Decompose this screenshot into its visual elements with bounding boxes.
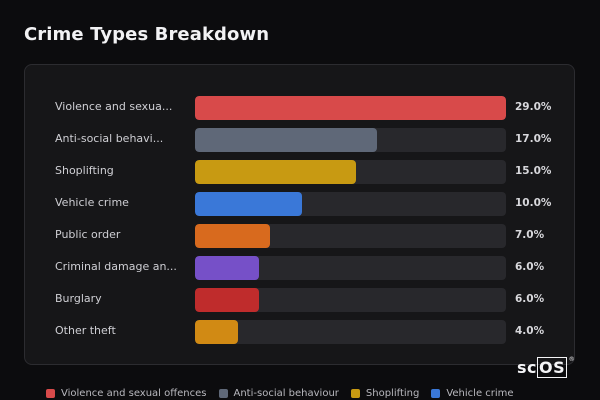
bar-track xyxy=(195,96,506,120)
chart-card: Violence and sexua... 29.0% Anti-social be… xyxy=(24,64,575,365)
bar xyxy=(195,192,302,216)
bar-track xyxy=(195,128,506,152)
value-label: 10.0% xyxy=(515,197,552,209)
chart-row: Violence and sexua... 29.0% xyxy=(25,96,576,120)
bar xyxy=(195,96,506,120)
value-label: 6.0% xyxy=(515,261,545,273)
registered-mark: ® xyxy=(568,356,576,363)
legend-label: Violence and sexual offences xyxy=(61,388,207,399)
category-label: Anti-social behavi... xyxy=(55,132,164,145)
value-label: 7.0% xyxy=(515,229,545,241)
legend-label: Anti-social behaviour xyxy=(233,388,339,399)
chart-row: Public order 7.0% xyxy=(25,224,576,248)
legend-label: Shoplifting xyxy=(365,388,420,399)
bar xyxy=(195,160,356,184)
chart-row: Anti-social behavi... 17.0% xyxy=(25,128,576,152)
legend-item: Anti-social behaviour xyxy=(218,388,339,399)
chart-row: Vehicle crime 10.0% xyxy=(25,192,576,216)
bar-track xyxy=(195,288,506,312)
legend-swatch xyxy=(46,389,55,398)
value-label: 15.0% xyxy=(515,165,552,177)
bar xyxy=(195,288,259,312)
legend-swatch xyxy=(218,389,228,398)
value-label: 4.0% xyxy=(515,325,545,337)
value-label: 17.0% xyxy=(515,133,552,145)
category-label: Vehicle crime xyxy=(55,196,129,209)
chart-row: Shoplifting 15.0% xyxy=(25,160,576,184)
bar-track xyxy=(195,160,506,184)
category-label: Shoplifting xyxy=(55,164,114,177)
value-label: 6.0% xyxy=(515,293,545,305)
bar xyxy=(195,256,259,280)
chart-row: Burglary 6.0% xyxy=(25,288,576,312)
category-label: Other theft xyxy=(55,324,116,337)
logo-boxed-text: OS xyxy=(537,357,568,378)
legend-item: Shoplifting xyxy=(350,388,420,399)
bar-track xyxy=(195,192,506,216)
legend-swatch xyxy=(431,389,441,398)
scos-logo: sc OS ® xyxy=(517,356,575,378)
category-label: Burglary xyxy=(55,292,102,305)
page-title: Crime Types Breakdown xyxy=(24,24,270,45)
bar-track xyxy=(195,256,506,280)
legend-label: Vehicle crime xyxy=(446,388,514,399)
bar xyxy=(195,128,377,152)
category-label: Public order xyxy=(55,228,121,241)
chart-legend: Violence and sexual offences Anti-social … xyxy=(46,388,526,399)
chart-row: Criminal damage an... 6.0% xyxy=(25,256,576,280)
legend-item: Vehicle crime xyxy=(431,388,514,399)
bar-track xyxy=(195,320,506,344)
logo-prefix: sc xyxy=(517,358,538,377)
category-label: Violence and sexua... xyxy=(55,100,173,113)
value-label: 29.0% xyxy=(515,101,552,113)
chart-row: Other theft 4.0% xyxy=(25,320,576,344)
legend-item: Violence and sexual offences xyxy=(46,388,207,399)
legend-swatch xyxy=(350,389,360,398)
bar xyxy=(195,320,238,344)
bar xyxy=(195,224,270,248)
bar-track xyxy=(195,224,506,248)
category-label: Criminal damage an... xyxy=(55,260,177,273)
